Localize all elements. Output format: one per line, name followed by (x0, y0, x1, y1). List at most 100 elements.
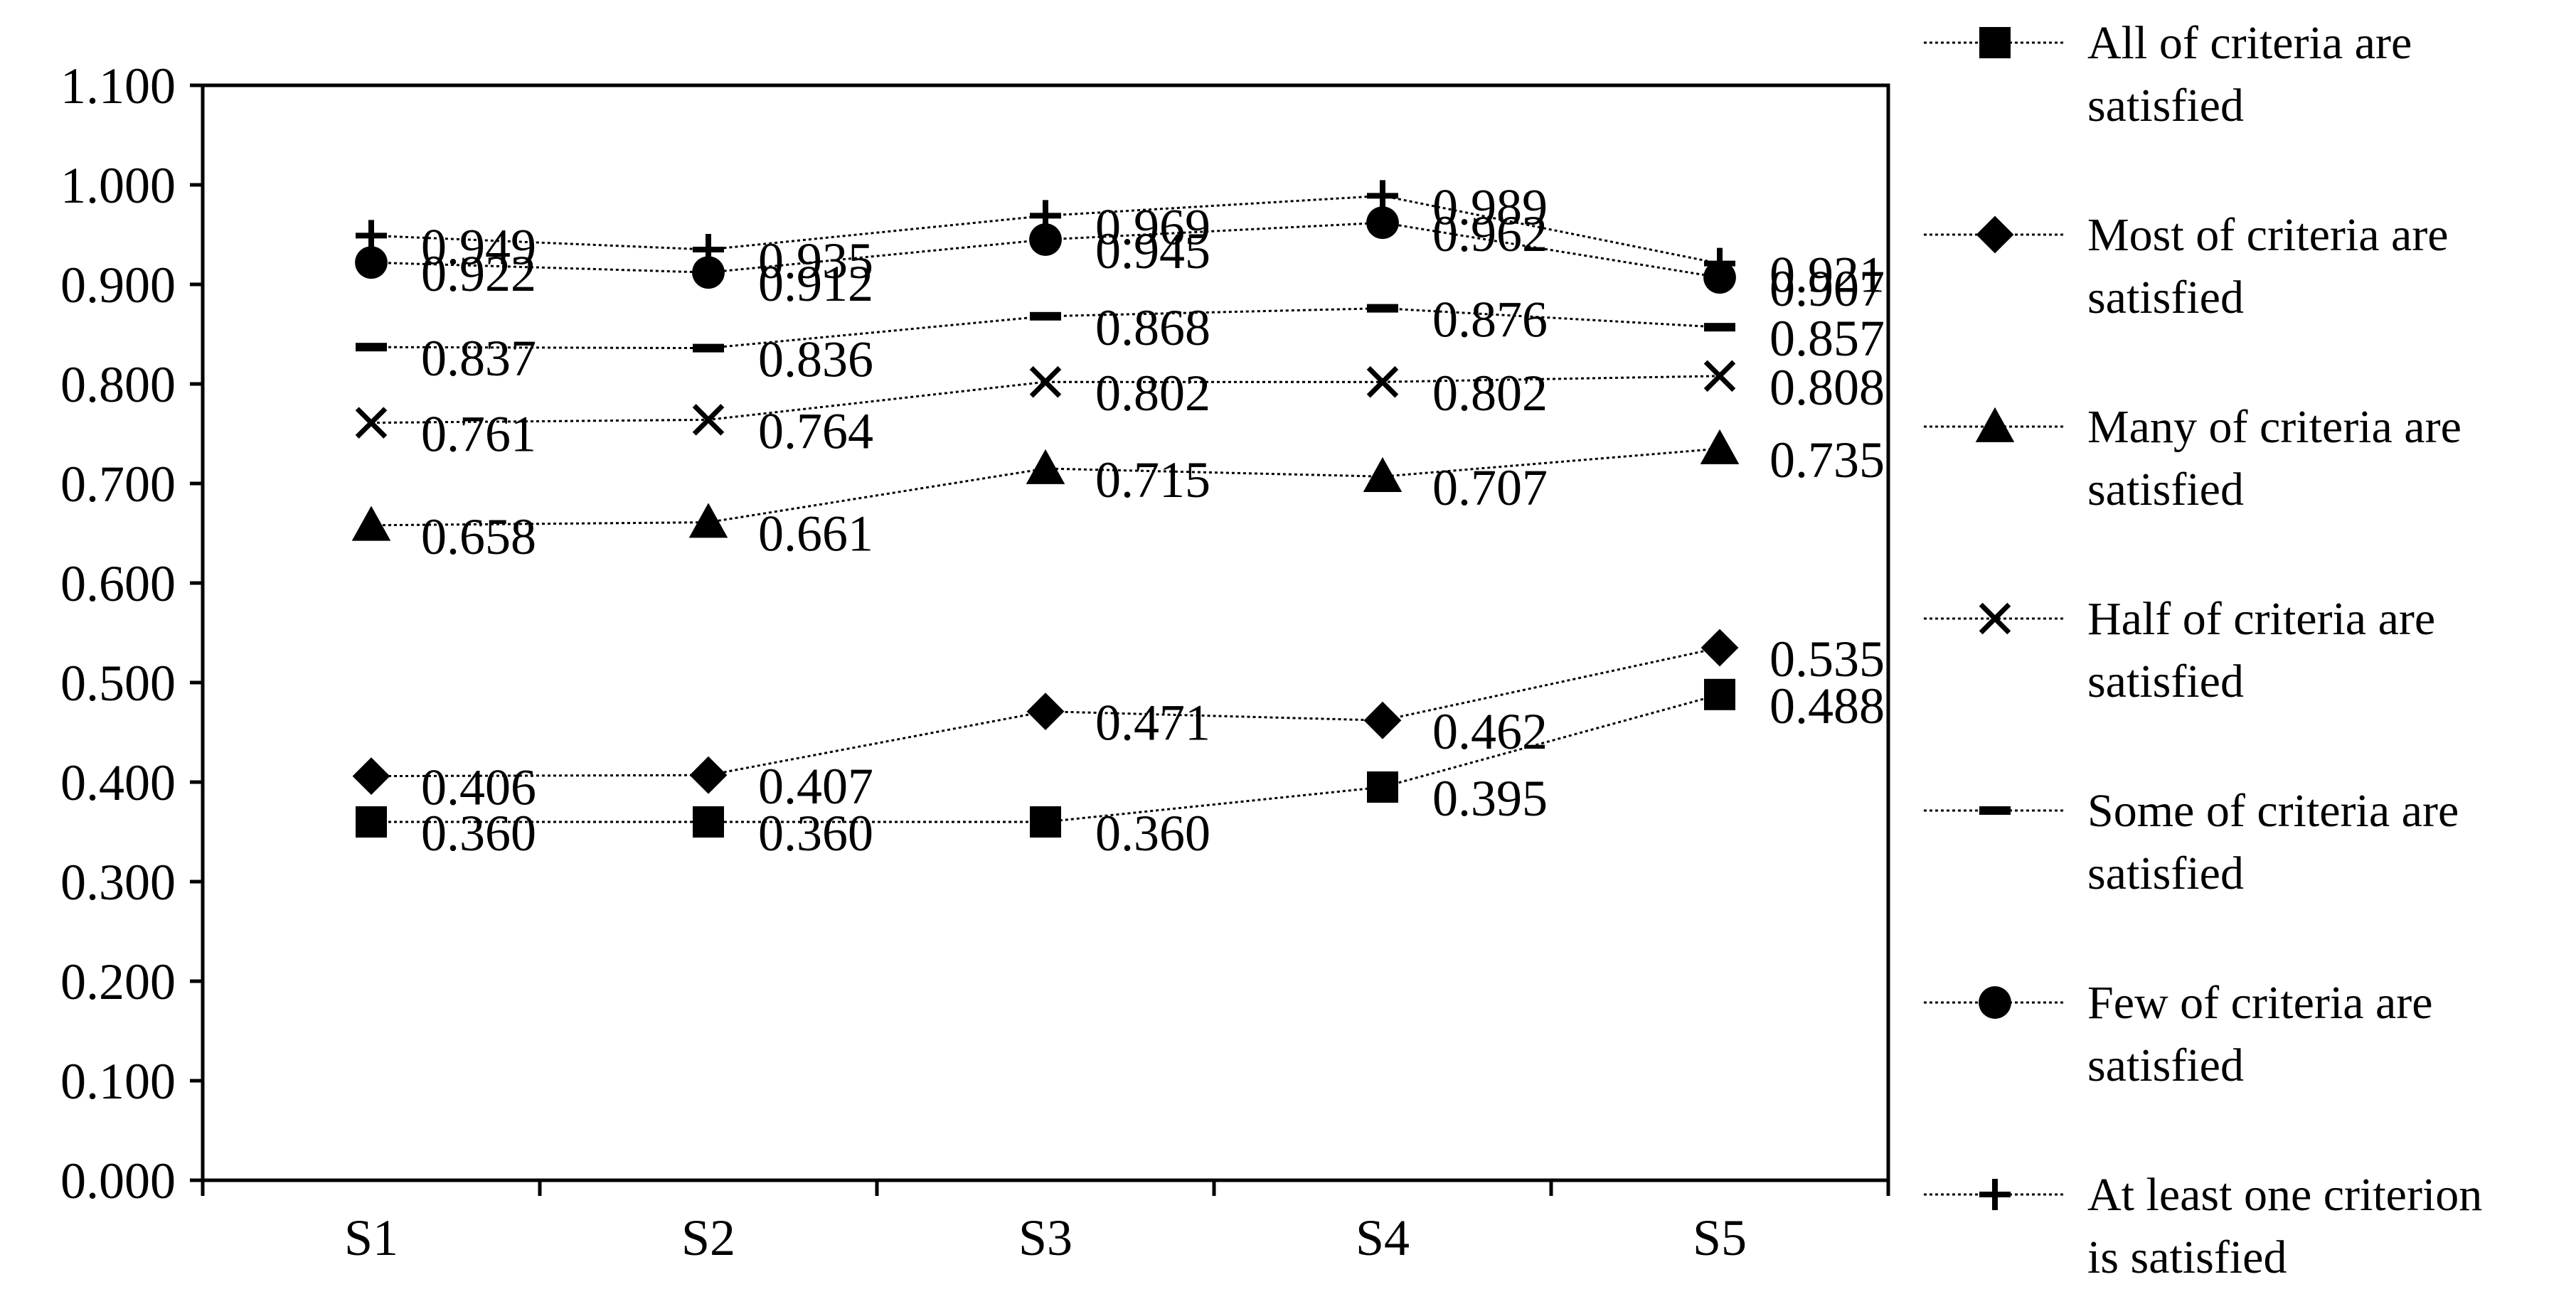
series-dash: 0.837 0.836 0.868 0.876 0.857 (356, 292, 1885, 388)
data-point-marker (355, 246, 388, 279)
y-tick-label: 0.000 (60, 1153, 176, 1209)
data-point-marker (1367, 304, 1398, 313)
legend-label: All of criteria are (2087, 17, 2412, 69)
data-point-marker (692, 256, 725, 289)
legend-label: satisfied (2087, 80, 2244, 132)
y-tick-label: 1.100 (60, 58, 176, 114)
data-point-marker (1363, 456, 1403, 493)
data-point-marker (1029, 365, 1062, 398)
data-point-marker (693, 806, 724, 838)
x-tick-label: S1 (344, 1209, 398, 1266)
data-point-marker (1366, 206, 1399, 240)
data-point-marker (1704, 678, 1735, 710)
y-tick-label: 0.800 (60, 356, 176, 413)
data-label: 0.989 (1432, 178, 1548, 235)
series-line (371, 646, 1720, 778)
series-x: 0.761 0.764 0.802 0.802 0.808 (355, 359, 1885, 463)
data-point-marker (1026, 449, 1065, 484)
data-point-marker (1366, 365, 1399, 398)
legend-label: At least one criterion (2087, 1169, 2482, 1221)
data-point-marker (1367, 771, 1398, 803)
y-tick-label: 0.100 (60, 1053, 176, 1110)
data-point-marker (1704, 323, 1735, 332)
legend-marker (1979, 986, 2011, 1019)
y-tick-label: 0.900 (60, 257, 176, 314)
data-label: 0.715 (1095, 451, 1210, 508)
data-point-marker (1030, 806, 1061, 838)
data-label: 0.962 (1432, 205, 1548, 262)
legend-label: Half of criteria are (2087, 593, 2435, 645)
legend-item: All of criteria are satisfied (1924, 17, 2412, 132)
data-label: 0.802 (1432, 365, 1548, 422)
legend-marker (1979, 27, 2011, 58)
legend-label: Some of criteria are (2087, 785, 2459, 837)
data-label: 0.658 (421, 508, 536, 565)
data-label: 0.837 (421, 330, 536, 387)
data-label: 0.407 (758, 758, 873, 815)
series-plus: 0.949 0.935 0.969 0.989 0.921 (356, 178, 1885, 304)
data-label: 0.922 (421, 245, 536, 302)
series-diamond: 0.406 0.407 0.471 0.462 0.535 (352, 629, 1885, 816)
data-point-marker (693, 234, 724, 265)
y-tick-label: 0.600 (60, 555, 176, 612)
y-tick-label: 0.700 (60, 456, 176, 513)
data-point-marker (688, 503, 728, 538)
y-tick-label: 0.400 (60, 754, 176, 811)
data-label: 0.868 (1095, 299, 1210, 356)
legend-label: satisfied (2087, 656, 2244, 707)
data-point-marker (356, 220, 387, 252)
data-point-marker (355, 407, 388, 439)
data-label: 0.462 (1432, 703, 1548, 760)
data-label: 0.406 (421, 759, 536, 816)
legend-item: Half of criteria are satisfied (1924, 593, 2435, 707)
data-point-marker (1026, 693, 1065, 730)
data-point-marker (1030, 200, 1061, 232)
data-label: 0.535 (1769, 631, 1885, 688)
data-point-marker (1029, 223, 1062, 256)
data-label: 0.969 (1095, 198, 1210, 255)
x-tick-label: S3 (1018, 1209, 1073, 1266)
legend-item: Some of criteria are satisfied (1924, 785, 2459, 899)
data-label: 0.945 (1095, 223, 1210, 279)
legend-item: Many of criteria are satisfied (1924, 401, 2461, 515)
legend-label: Many of criteria are (2087, 401, 2461, 453)
data-label: 0.857 (1769, 310, 1885, 367)
data-label: 0.921 (1769, 247, 1885, 304)
data-label: 0.935 (758, 232, 873, 289)
data-point-marker (356, 343, 387, 352)
data-point-marker (356, 806, 387, 838)
data-point-marker (689, 756, 728, 794)
data-label: 0.907 (1769, 260, 1885, 317)
y-tick-label: 0.300 (60, 854, 176, 911)
data-label: 0.802 (1095, 365, 1210, 422)
data-label: 0.735 (1769, 432, 1885, 488)
data-label: 0.360 (421, 805, 536, 862)
legend-item: At least one criterion is satisfied (1924, 1169, 2482, 1283)
data-point-marker (1367, 180, 1398, 212)
data-label: 0.360 (758, 805, 873, 862)
data-point-marker (1701, 629, 1739, 667)
series-square: 0.360 0.360 0.360 0.395 0.488 (356, 678, 1885, 862)
legend-label: satisfied (2087, 1039, 2244, 1091)
data-label: 0.876 (1432, 292, 1548, 348)
x-tick-label: S5 (1693, 1209, 1747, 1266)
data-label: 0.808 (1769, 359, 1885, 416)
legend-marker (1979, 806, 2011, 815)
data-label: 0.836 (758, 331, 873, 388)
data-point-marker (693, 343, 724, 353)
data-label: 0.707 (1432, 459, 1548, 516)
data-point-marker (692, 404, 725, 436)
x-tick-label: S4 (1356, 1209, 1410, 1266)
plot-area-frame (201, 83, 1890, 1182)
data-label: 0.395 (1432, 770, 1548, 827)
data-label: 0.488 (1769, 678, 1885, 734)
legend-label: Few of criteria are (2087, 977, 2433, 1029)
data-label: 0.661 (758, 506, 873, 562)
legend-marker (1975, 407, 2015, 442)
data-label: 0.764 (758, 402, 873, 459)
legend-marker (1979, 602, 2011, 635)
data-label: 0.912 (758, 255, 873, 312)
series-line (371, 194, 1720, 265)
